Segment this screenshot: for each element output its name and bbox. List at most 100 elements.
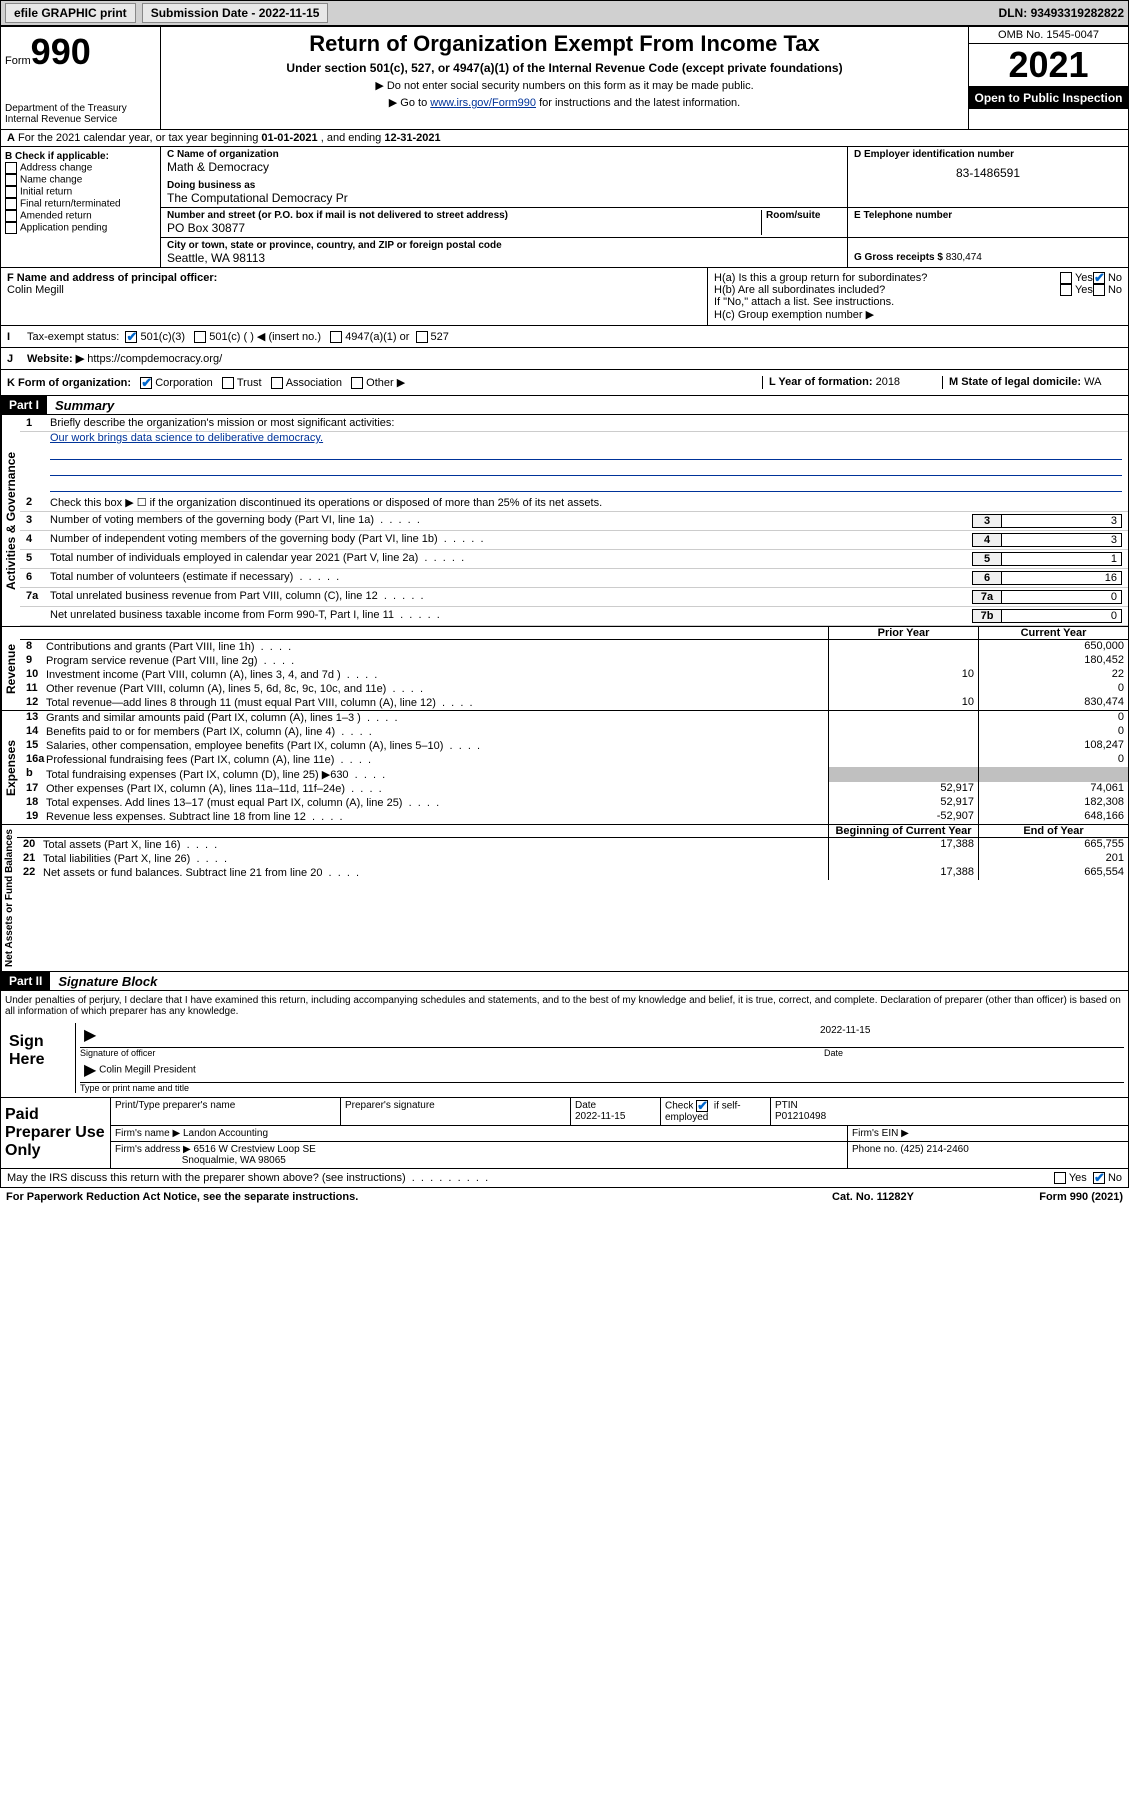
row-klm: K Form of organization: Corporation Trus… <box>0 370 1129 396</box>
firm-name: Landon Accounting <box>183 1128 268 1139</box>
line-a: A For the 2021 calendar year, or tax yea… <box>0 130 1129 147</box>
chk-corp[interactable] <box>140 377 152 389</box>
penalty-text: Under penalties of perjury, I declare th… <box>5 995 1124 1017</box>
paid-preparer-section: Paid Preparer Use Only Print/Type prepar… <box>0 1098 1129 1169</box>
prep-date: 2022-11-15 <box>575 1111 656 1122</box>
discuss-row: May the IRS discuss this return with the… <box>0 1169 1129 1188</box>
open-inspection: Open to Public Inspection <box>969 87 1128 109</box>
prep-sig-header: Preparer's signature <box>341 1098 571 1125</box>
table-row: 20Total assets (Part X, line 16) . . . .… <box>17 838 1128 852</box>
instr-2: ▶ Go to www.irs.gov/Form990 for instruct… <box>169 96 960 109</box>
table-row: 17Other expenses (Part IX, column (A), l… <box>20 782 1128 796</box>
form-number: Form 990 (2021) <box>973 1191 1123 1203</box>
table-row: 22Net assets or fund balances. Subtract … <box>17 866 1128 880</box>
table-row: 18Total expenses. Add lines 13–17 (must … <box>20 796 1128 810</box>
chk-address[interactable] <box>5 162 17 174</box>
table-row: 16aProfessional fundraising fees (Part I… <box>20 753 1128 767</box>
chk-discuss-no[interactable] <box>1093 1172 1105 1184</box>
tax-year: 2021 <box>969 44 1128 87</box>
chk-trust[interactable] <box>222 377 234 389</box>
submission-btn[interactable]: Submission Date - 2022-11-15 <box>142 3 329 23</box>
box-b: B Check if applicable: Address change Na… <box>1 147 161 267</box>
dba-name: The Computational Democracy Pr <box>167 191 841 205</box>
paperwork-notice: For Paperwork Reduction Act Notice, see … <box>6 1191 773 1203</box>
box-h: H(a) Is this a group return for subordin… <box>708 268 1128 325</box>
chk-name[interactable] <box>5 174 17 186</box>
current-year-header: Current Year <box>978 627 1128 640</box>
vlabel-revenue: Revenue <box>1 627 20 710</box>
sig-date: 2022-11-15 <box>820 1025 1120 1045</box>
dept-label: Department of the Treasury Internal Reve… <box>5 103 156 125</box>
sign-here-label: Sign Here <box>5 1023 75 1093</box>
omb-number: OMB No. 1545-0047 <box>969 27 1128 44</box>
table-row: 9Program service revenue (Part VIII, lin… <box>20 654 1128 668</box>
mission-text[interactable]: Our work brings data science to delibera… <box>50 432 323 444</box>
row-j: J Website: ▶ https://compdemocracy.org/ <box>0 348 1129 370</box>
revenue-section: Revenue Prior Year Current Year 8Contrib… <box>0 627 1129 711</box>
chk-hb-no[interactable] <box>1093 284 1105 296</box>
mission-line <box>50 462 1122 476</box>
arrow-icon: ▶ <box>84 1027 96 1044</box>
summary-line: 7aTotal unrelated business revenue from … <box>20 588 1128 607</box>
instr-1: ▶ Do not enter social security numbers o… <box>169 79 960 92</box>
chk-501c[interactable] <box>194 331 206 343</box>
website-url: https://compdemocracy.org/ <box>87 353 222 365</box>
chk-ha-yes[interactable] <box>1060 272 1072 284</box>
table-row: 8Contributions and grants (Part VIII, li… <box>20 640 1128 654</box>
chk-assoc[interactable] <box>271 377 283 389</box>
chk-discuss-yes[interactable] <box>1054 1172 1066 1184</box>
chk-self-employed[interactable] <box>696 1100 708 1112</box>
chk-final[interactable] <box>5 198 17 210</box>
officer-printed-name: Colin Megill President <box>99 1065 196 1076</box>
chk-501c3[interactable] <box>125 331 137 343</box>
gross-receipts: 830,474 <box>946 252 982 263</box>
state-domicile: WA <box>1084 376 1101 388</box>
city-cell: City or town, state or province, country… <box>161 238 848 267</box>
chk-initial[interactable] <box>5 186 17 198</box>
table-row: 15Salaries, other compensation, employee… <box>20 739 1128 753</box>
form-subtitle: Under section 501(c), 527, or 4947(a)(1)… <box>169 61 960 75</box>
efile-btn[interactable]: efile GRAPHIC print <box>5 3 136 23</box>
table-row: bTotal fundraising expenses (Part IX, co… <box>20 767 1128 782</box>
paid-prep-label: Paid Preparer Use Only <box>1 1098 111 1168</box>
row-i: I Tax-exempt status: 501(c)(3) 501(c) ( … <box>0 326 1129 348</box>
mission-line <box>50 478 1122 492</box>
begin-year-header: Beginning of Current Year <box>828 825 978 838</box>
header-center: Return of Organization Exempt From Incom… <box>161 27 968 129</box>
chk-amended[interactable] <box>5 210 17 222</box>
ptin: P01210498 <box>775 1111 1124 1122</box>
chk-ha-no[interactable] <box>1093 272 1105 284</box>
prior-year-header: Prior Year <box>828 627 978 640</box>
header-right: OMB No. 1545-0047 2021 Open to Public In… <box>968 27 1128 129</box>
firm-addr1: 6516 W Crestview Loop SE <box>194 1144 316 1155</box>
table-row: 13Grants and similar amounts paid (Part … <box>20 711 1128 725</box>
part2-header: Part II Signature Block <box>0 972 1129 991</box>
ein-value: 83-1486591 <box>854 166 1122 180</box>
firm-phone: (425) 214-2460 <box>900 1144 968 1155</box>
chk-hb-yes[interactable] <box>1060 284 1072 296</box>
officer-name: Colin Megill <box>7 284 701 296</box>
vlabel-expenses: Expenses <box>1 711 20 824</box>
end-year-header: End of Year <box>978 825 1128 838</box>
chk-4947[interactable] <box>330 331 342 343</box>
year-formation: 2018 <box>876 376 900 388</box>
netassets-section: Net Assets or Fund Balances Beginning of… <box>0 825 1129 972</box>
section-fgh: F Name and address of principal officer:… <box>0 268 1129 326</box>
table-row: 14Benefits paid to or for members (Part … <box>20 725 1128 739</box>
section-bcde: B Check if applicable: Address change Na… <box>0 147 1129 268</box>
table-row: 12Total revenue—add lines 8 through 11 (… <box>20 696 1128 710</box>
chk-527[interactable] <box>416 331 428 343</box>
chk-other[interactable] <box>351 377 363 389</box>
summary-line: 5Total number of individuals employed in… <box>20 550 1128 569</box>
dln: DLN: 93493319282822 <box>999 6 1124 20</box>
phone-cell: E Telephone number <box>848 208 1128 237</box>
chk-pending[interactable] <box>5 222 17 234</box>
topbar: efile GRAPHIC print Submission Date - 20… <box>0 0 1129 26</box>
address-cell: Number and street (or P.O. box if mail i… <box>161 208 848 237</box>
signature-section: Under penalties of perjury, I declare th… <box>0 991 1129 1098</box>
irs-link[interactable]: www.irs.gov/Form990 <box>430 97 536 109</box>
summary-line: Net unrelated business taxable income fr… <box>20 607 1128 626</box>
prep-name-header: Print/Type preparer's name <box>111 1098 341 1125</box>
summary-line: 6Total number of volunteers (estimate if… <box>20 569 1128 588</box>
street-address: PO Box 30877 <box>167 221 761 235</box>
